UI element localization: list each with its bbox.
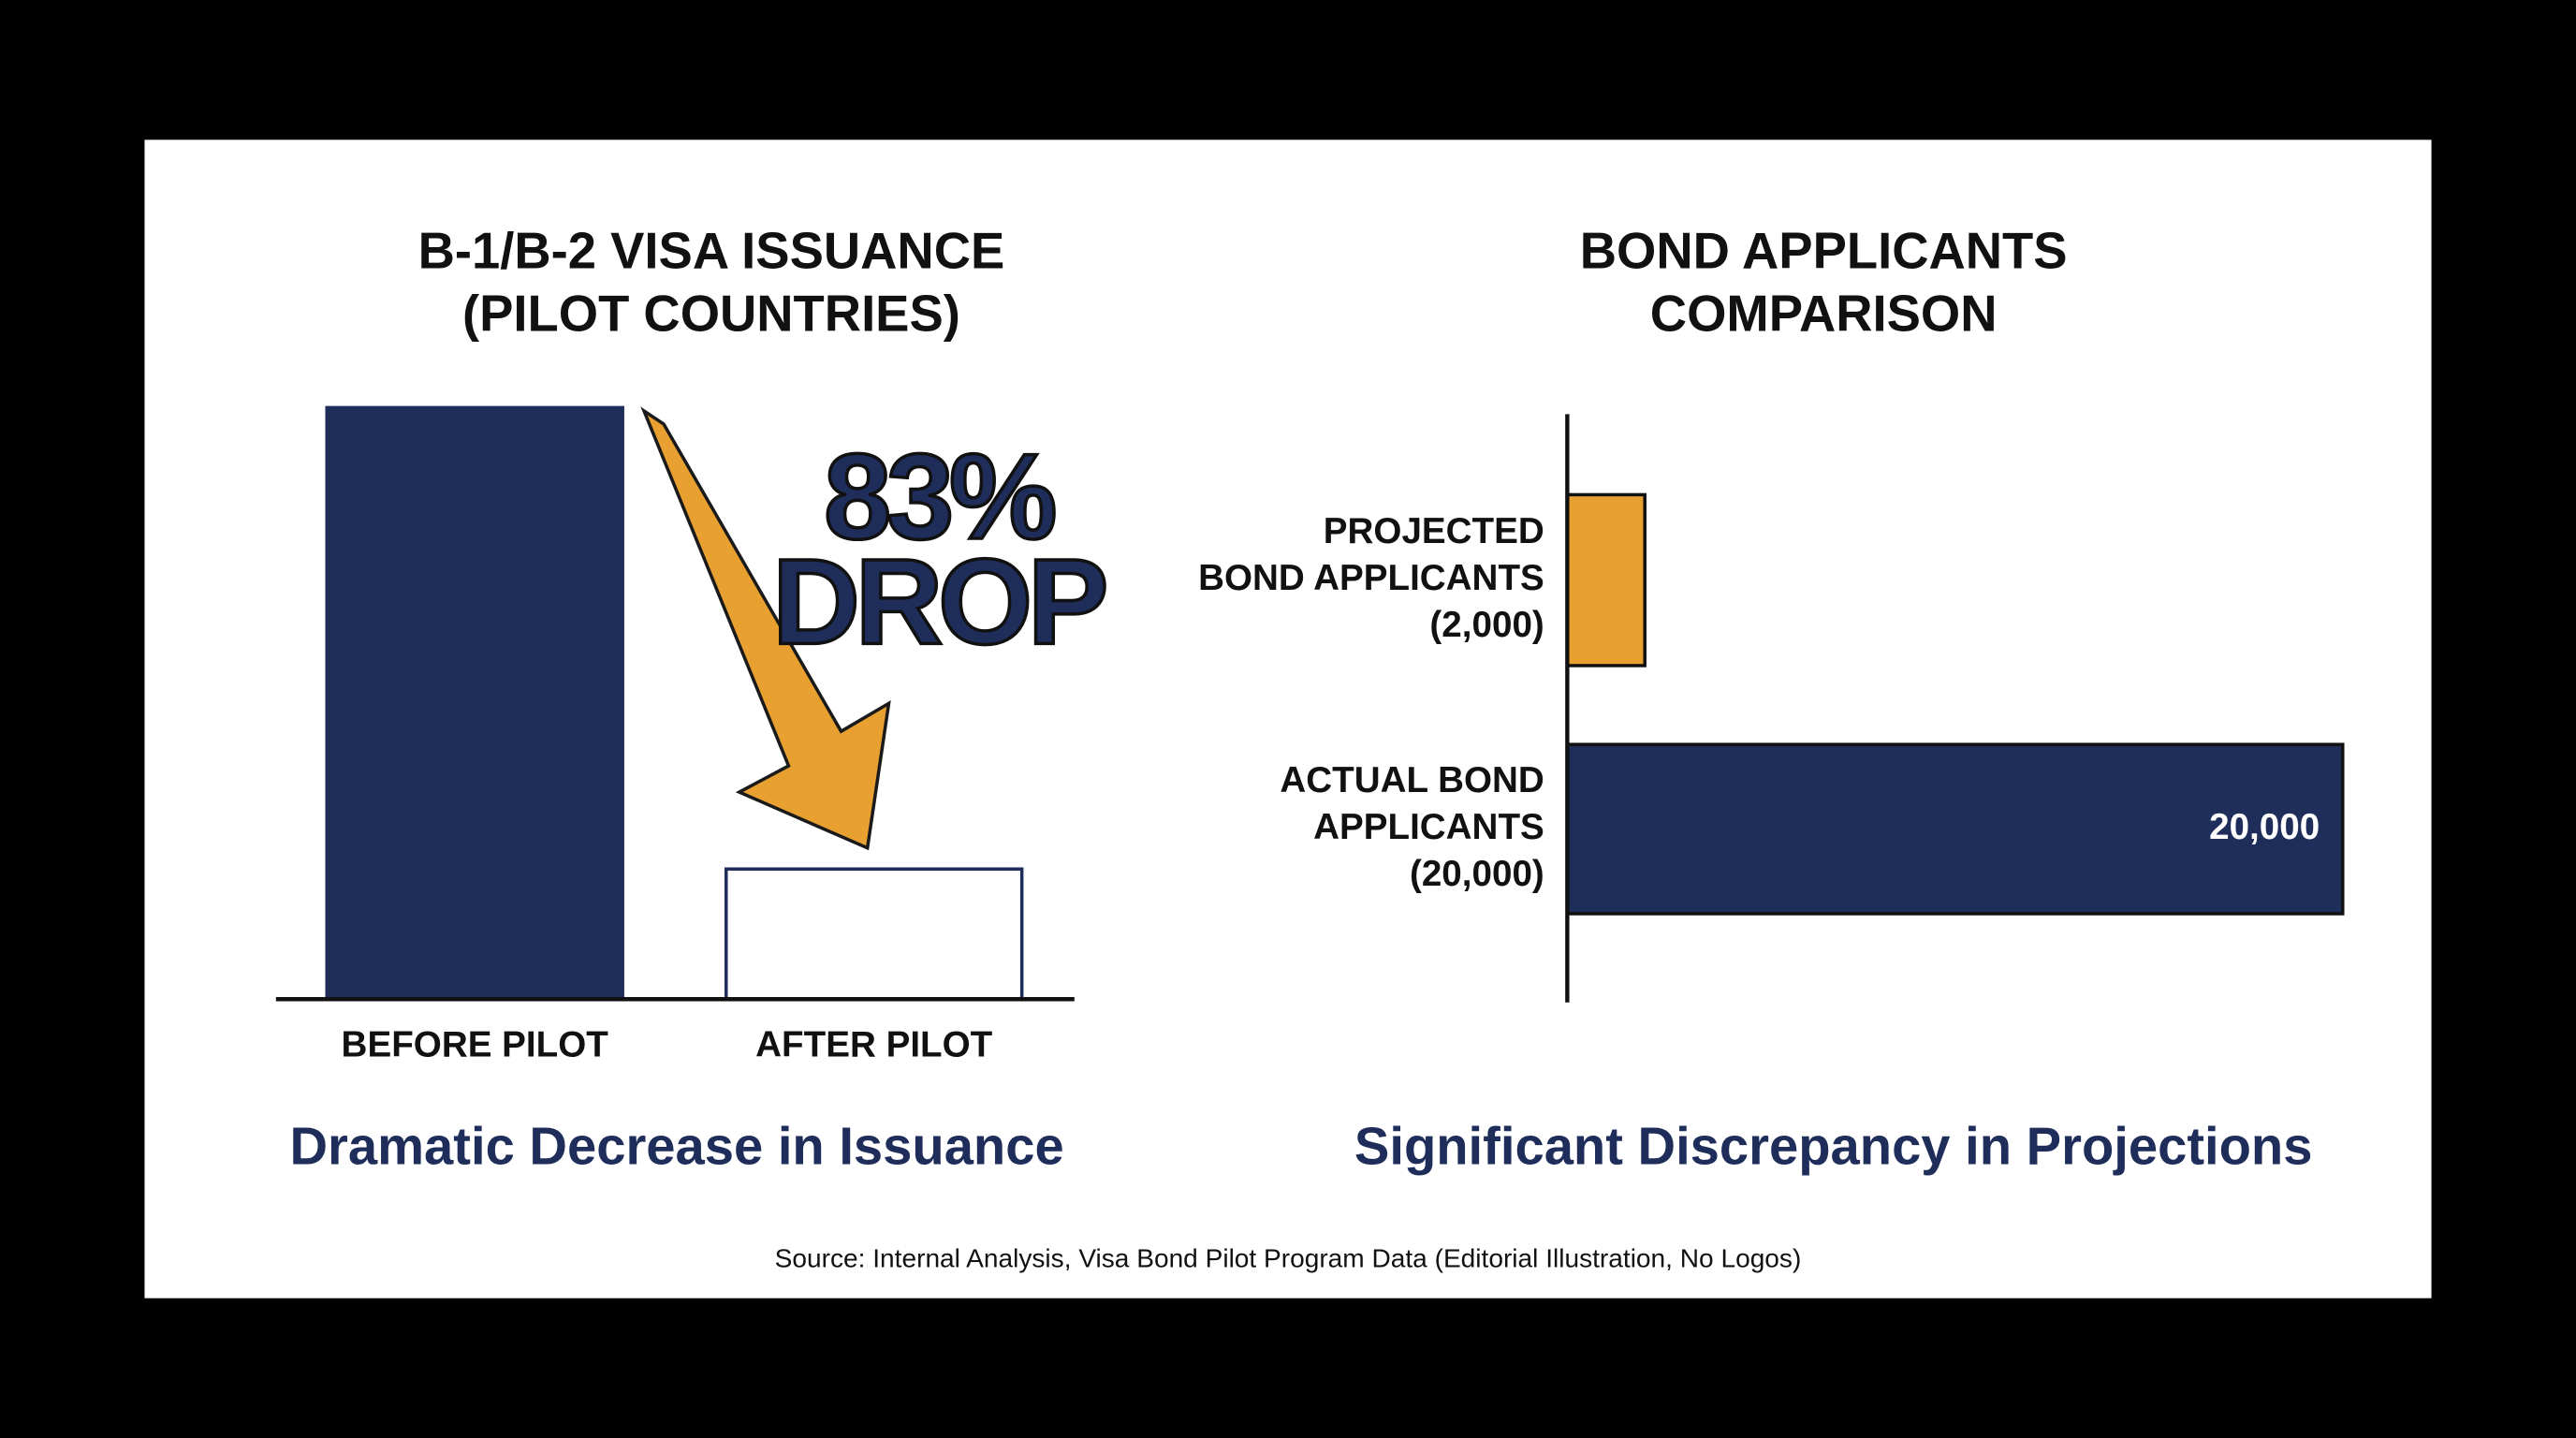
x-tick-label: BEFORE PILOT	[342, 1024, 609, 1064]
bar	[1565, 492, 1647, 668]
chart-title: BOND APPLICANTS	[1580, 223, 2068, 280]
annotation: 83%	[824, 428, 1055, 565]
y-tick-label: (20,000)	[1410, 854, 1544, 894]
y-tick-label: APPLICANTS	[1313, 807, 1544, 847]
y-tick-label: (2,000)	[1429, 605, 1544, 645]
bar	[325, 405, 624, 1001]
chart-subtitle: Significant Discrepancy in Projections	[1354, 1117, 2313, 1176]
annotation: DROP	[772, 533, 1105, 669]
source: Source: Internal Analysis, Visa Bond Pil…	[775, 1244, 1802, 1273]
bar	[724, 867, 1024, 1001]
x-tick-label: AFTER PILOT	[755, 1024, 993, 1064]
y-tick-label: ACTUAL BOND	[1280, 760, 1544, 800]
drop-arrow	[640, 406, 891, 851]
y-tick-label: BOND APPLICANTS	[1198, 558, 1544, 598]
chart-title: (PILOT COUNTRIES)	[462, 285, 960, 342]
value-label: 20,000	[2209, 807, 2320, 847]
chart-title: B-1/B-2 VISA ISSUANCE	[418, 223, 1005, 280]
y-tick-label: PROJECTED	[1324, 511, 1544, 551]
chart-title: COMPARISON	[1650, 285, 1998, 342]
chart-subtitle: Dramatic Decrease in Issuance	[289, 1117, 1063, 1176]
bar	[1565, 742, 2345, 916]
